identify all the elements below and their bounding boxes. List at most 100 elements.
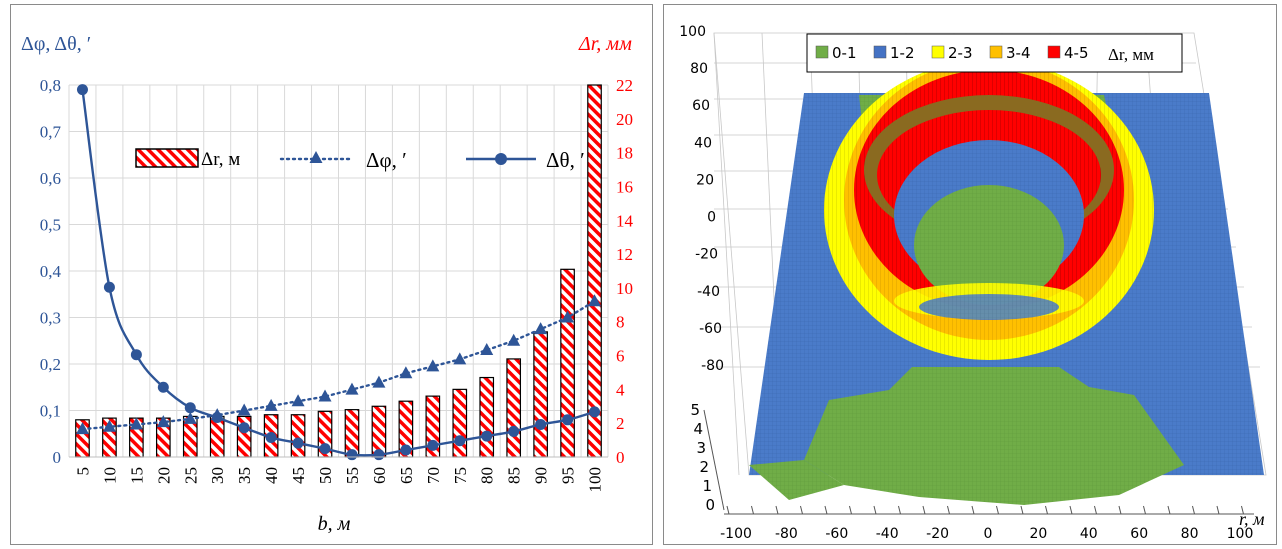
right-chart-panel: -100 -80 -60 -40 -20 0 20 40 60 80 100 100 80 60 40 20 0… bbox=[663, 4, 1277, 545]
surface-z-tick: 3 bbox=[696, 439, 706, 457]
point-triangle bbox=[318, 389, 332, 402]
x-tick-label: 20 bbox=[154, 467, 173, 484]
x-tick-label: 15 bbox=[127, 467, 146, 484]
bar bbox=[533, 331, 548, 458]
surface-x-tick-mark bbox=[751, 505, 754, 515]
surface-legend-label: 1-2 bbox=[890, 44, 915, 62]
surface-x-tick-mark bbox=[1069, 505, 1073, 515]
surface-x-tick-mark bbox=[849, 505, 852, 515]
y-left-tick-label: 0,7 bbox=[40, 123, 62, 142]
surface-y-tick: -40 bbox=[697, 284, 720, 300]
y-right-tick-label: 12 bbox=[616, 245, 633, 264]
point-circle bbox=[184, 402, 196, 414]
surface-x-tick: -100 bbox=[720, 526, 752, 542]
x-tick-label: 10 bbox=[100, 467, 119, 484]
point-circle bbox=[535, 418, 547, 430]
y-right-tick-label: 8 bbox=[616, 313, 625, 332]
surface-z-tick: 0 bbox=[705, 496, 715, 514]
surface-x-tick-mark bbox=[775, 505, 779, 515]
point-triangle bbox=[507, 333, 521, 346]
point-circle bbox=[76, 84, 88, 96]
surface-x-tick-mark bbox=[1192, 505, 1195, 515]
surface-x-tick: 80 bbox=[1181, 526, 1199, 542]
surface-x-tick: -40 bbox=[876, 526, 899, 542]
x-tick-label: 100 bbox=[586, 467, 605, 493]
surface-axes: -100 -80 -60 -40 -20 0 20 40 60 80 100100806040200… bbox=[679, 24, 1265, 542]
legend-swatch-bar bbox=[135, 148, 199, 168]
point-triangle bbox=[129, 417, 143, 430]
point-triangle bbox=[372, 375, 386, 388]
point-circle bbox=[508, 425, 520, 437]
point-triangle bbox=[264, 398, 278, 411]
y-left-tick-label: 0,2 bbox=[40, 355, 61, 374]
surface-y-tick: 20 bbox=[696, 172, 714, 188]
point-circle bbox=[373, 449, 385, 461]
x-tick-label: 30 bbox=[208, 467, 227, 484]
ring-inner-green bbox=[914, 185, 1064, 305]
point-triangle bbox=[426, 359, 440, 372]
surface-legend-swatch bbox=[815, 45, 829, 59]
point-circle bbox=[346, 449, 358, 461]
surface-legend-swatch bbox=[1047, 45, 1061, 59]
point-triangle bbox=[561, 310, 575, 323]
surface-x-tick-mark bbox=[726, 505, 730, 515]
point-circle bbox=[481, 430, 493, 442]
right-axis-title: Δr, мм bbox=[578, 33, 632, 55]
point-circle bbox=[292, 437, 304, 449]
y-left-tick-label: 0,5 bbox=[40, 216, 61, 235]
point-triangle bbox=[237, 403, 251, 416]
surface-legend-swatch bbox=[873, 45, 887, 59]
surface-x-tick-mark bbox=[922, 505, 926, 515]
bar bbox=[479, 376, 495, 458]
point-circle bbox=[130, 349, 142, 361]
y-right-tick-label: 4 bbox=[616, 380, 625, 399]
surface-x-tick: 100 bbox=[1227, 526, 1254, 542]
point-triangle bbox=[453, 352, 467, 365]
surface-x-tick-mark bbox=[947, 505, 950, 515]
bar bbox=[560, 268, 575, 458]
surface-x-tick-mark bbox=[1118, 505, 1122, 515]
point-triangle bbox=[75, 422, 89, 435]
point-triangle bbox=[183, 411, 197, 424]
surface-legend-swatch bbox=[931, 45, 945, 59]
point-triangle bbox=[345, 382, 359, 395]
surface-x-tick-mark bbox=[800, 505, 803, 515]
bar bbox=[506, 358, 522, 458]
surface-y-tick: -80 bbox=[701, 358, 724, 374]
point-circle bbox=[454, 435, 466, 447]
bar bbox=[452, 388, 468, 458]
x-tick-label: 70 bbox=[424, 467, 443, 484]
surface-x-tick: 60 bbox=[1130, 526, 1148, 542]
point-circle bbox=[103, 281, 115, 293]
surface-y-tick: 60 bbox=[692, 98, 710, 114]
bar bbox=[587, 84, 602, 458]
x-tick-label: 55 bbox=[343, 467, 362, 484]
surface-x-axis-title: r, м bbox=[1239, 509, 1265, 529]
line-series bbox=[75, 84, 602, 461]
surface-y-tick: -20 bbox=[695, 247, 718, 263]
surface-green-left bbox=[749, 460, 844, 500]
surface-legend-label: 0-1 bbox=[832, 44, 857, 62]
surface-legend-swatch bbox=[989, 45, 1003, 59]
point-triangle bbox=[534, 322, 548, 335]
surface-x-tick-mark bbox=[1094, 505, 1097, 515]
left-chart-panel: 0 0,1 0,2 0,3 0,4 0,5 0,6 0,7 0,8 0 2 4 6 8 10 12 14 16 18… bbox=[10, 4, 653, 545]
surface-legend-label: 3-4 bbox=[1006, 44, 1031, 62]
surface-y-tick: 40 bbox=[694, 135, 712, 151]
surface-x-tick-mark bbox=[1045, 505, 1048, 515]
x-tick-label: 45 bbox=[289, 467, 308, 484]
y-right-tick-label: 2 bbox=[616, 414, 625, 433]
point-triangle bbox=[480, 343, 494, 356]
y-right-tick-label: 0 bbox=[616, 448, 625, 467]
y-right-tick-label: 20 bbox=[616, 110, 633, 129]
point-circle bbox=[400, 444, 412, 456]
surface-y-tick: 0 bbox=[707, 210, 716, 226]
surface-y-tick: 100 bbox=[679, 24, 706, 40]
surface-x-tick: 0 bbox=[984, 526, 993, 542]
legend-marker-circle bbox=[495, 153, 507, 165]
surface-z-tick: 1 bbox=[702, 477, 712, 495]
surface-x-tick-mark bbox=[1020, 505, 1024, 515]
y-right-tick-label: 22 bbox=[616, 76, 633, 95]
surface-green-front bbox=[804, 367, 1184, 505]
point-circle bbox=[589, 406, 601, 418]
